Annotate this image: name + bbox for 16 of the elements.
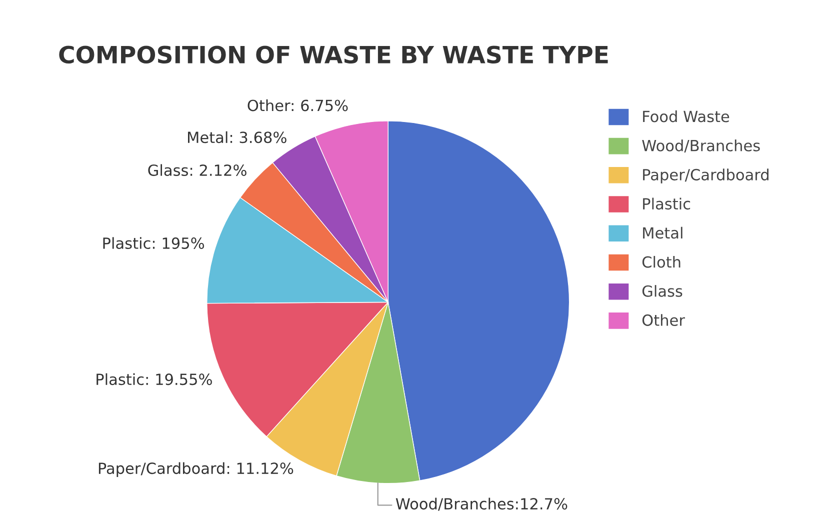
legend-label: Plastic — [643, 198, 690, 210]
text: Plastic: 195% — [103, 237, 204, 249]
text: Glass: 2.12% — [148, 164, 246, 176]
legend-label: Cloth — [642, 256, 680, 268]
chart-title: COMPOSITION OF WASTE BY WASTE TYPE — [59, 46, 608, 64]
legend-label: Food Waste — [643, 110, 730, 122]
text: Plastic: 19.55% — [96, 373, 212, 386]
text: Paper/Cardboard: 11.12% — [98, 462, 294, 478]
legend-label: Wood/Branches — [642, 140, 760, 153]
legend-label: Metal — [643, 226, 682, 239]
legend-label: Paper/Cardboard — [643, 168, 768, 184]
text: Other: 6.75% — [248, 99, 348, 112]
legend-label: Glass — [642, 285, 682, 297]
text: Wood/Branches:12.7% — [396, 498, 568, 511]
legend-label: Other — [642, 314, 685, 326]
text: Metal: 3.68% — [188, 131, 286, 144]
